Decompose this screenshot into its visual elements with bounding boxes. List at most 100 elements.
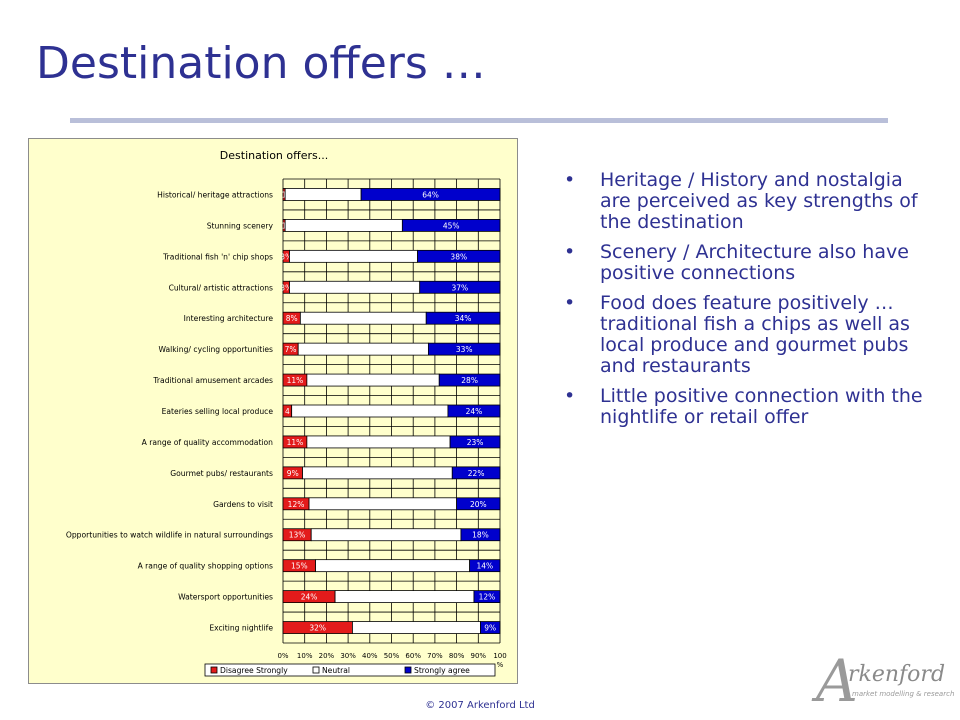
data-label: 13% (289, 531, 306, 540)
title-divider (70, 118, 888, 123)
bullet-icon: • (564, 292, 576, 314)
category-label: Gourmet pubs/ restaurants (170, 469, 273, 478)
x-tick-label: 70% (427, 652, 443, 660)
legend-box (204, 663, 496, 677)
agree-bar (473, 590, 501, 604)
neutral-bar (302, 466, 453, 480)
agree-bar (447, 404, 501, 418)
data-label: 15% (291, 562, 308, 571)
bullet-item: • Little positive connection with the nig… (562, 386, 932, 428)
neutral-bar (291, 404, 449, 418)
x-tick-label: 60% (405, 652, 421, 660)
data-label: 22% (468, 469, 485, 478)
neutral-bar (297, 342, 429, 356)
neutral-bar (284, 219, 403, 232)
logo-letter: A (816, 647, 858, 715)
arkenford-logo: A rkenford market modelling & research (812, 652, 955, 710)
data-label: 64% (422, 190, 439, 199)
stacked-bar-chart: Destination offers... Historical/ heritag… (28, 138, 518, 684)
data-label: 3% (280, 283, 292, 292)
agree-bar (460, 528, 501, 542)
category-label: Cultural/ artistic attractions (169, 283, 273, 292)
agree-bar (425, 311, 501, 325)
neutral-bar (308, 497, 458, 511)
category-label: Traditional fish 'n' chip shops (162, 252, 273, 261)
neutral-bar (289, 249, 418, 263)
x-tick-label: % (497, 661, 504, 669)
legend-label: Neutral (322, 666, 350, 675)
bullet-text: Heritage / History and nostalgia are per… (600, 169, 918, 233)
data-label: 24% (301, 593, 318, 602)
data-label: 8% (286, 314, 298, 323)
category-label: Historical/ heritage attractions (157, 190, 273, 199)
data-label: 37% (452, 283, 469, 292)
data-label: 4 (285, 407, 290, 416)
x-tick-label: 100 (493, 652, 506, 660)
agree-bar (419, 280, 501, 294)
logo-tagline: market modelling & research (852, 690, 955, 698)
agree-bar (417, 249, 501, 263)
bullet-icon: • (564, 169, 576, 191)
bullet-item: • Heritage / History and nostalgia are pe… (562, 170, 932, 233)
category-label: A range of quality accommodation (142, 438, 274, 447)
agree-bar (451, 466, 501, 480)
neutral-bar (306, 373, 440, 387)
logo-word: rkenford (848, 662, 946, 687)
neutral-bar (284, 188, 362, 201)
x-tick-label: 10% (297, 652, 313, 660)
neutral-bar (299, 311, 427, 325)
legend-label: Disagree Strongly (220, 666, 288, 675)
bullet-icon: • (564, 241, 576, 263)
data-label: 9% (484, 624, 496, 633)
data-label: 1 (282, 190, 287, 199)
data-label: 38% (450, 252, 467, 261)
data-label: 14% (476, 562, 493, 571)
neutral-bar (306, 435, 451, 449)
legend-swatch (404, 666, 412, 674)
data-label: 32% (309, 624, 326, 633)
data-label: 28% (461, 376, 478, 385)
neutral-bar (334, 590, 475, 604)
key-findings-list: • Heritage / History and nostalgia are pe… (562, 170, 932, 437)
data-label: 3% (280, 252, 292, 261)
category-label: Exciting nightlife (209, 624, 273, 633)
neutral-bar (289, 280, 421, 294)
agree-bar (401, 219, 501, 232)
category-label: Walking/ cycling opportunities (159, 345, 274, 354)
data-label: 45% (443, 221, 460, 230)
x-tick-label: 0% (277, 652, 288, 660)
bullet-item: • Scenery / Architecture also have positi… (562, 242, 932, 284)
category-label: Traditional amusement arcades (152, 376, 273, 385)
category-label: Opportunities to watch wildlife in natur… (66, 531, 273, 540)
bullet-text: Scenery / Architecture also have positiv… (600, 241, 909, 284)
x-tick-label: 30% (340, 652, 356, 660)
data-label: 12% (479, 593, 496, 602)
x-tick-label: 80% (449, 652, 465, 660)
data-label: 11% (287, 438, 304, 447)
x-tick-label: 50% (384, 652, 400, 660)
data-label: 18% (472, 531, 489, 540)
data-label: 12% (288, 500, 305, 509)
neutral-bar (315, 559, 471, 573)
legend-swatch (210, 666, 218, 674)
chart-svg: Destination offers... Historical/ heritag… (66, 149, 507, 677)
agree-bar (438, 373, 501, 387)
data-label: 33% (456, 345, 473, 354)
page-title: Destination offers … (36, 38, 486, 89)
data-label: 34% (455, 314, 472, 323)
bullet-text: Little positive connection with the nigh… (600, 385, 923, 428)
agree-bar (360, 188, 501, 201)
data-label: 23% (467, 438, 484, 447)
legend-swatch (312, 666, 320, 674)
data-label: 20% (470, 500, 487, 509)
category-label: Watersport opportunities (178, 593, 273, 602)
agree-bar (469, 559, 501, 573)
bullet-item: • Food does feature positively … traditio… (562, 293, 932, 377)
bullet-icon: • (564, 385, 576, 407)
x-tick-label: 40% (362, 652, 378, 660)
data-label: 7% (285, 345, 297, 354)
x-tick-label: 20% (319, 652, 335, 660)
data-label: 24% (466, 407, 483, 416)
agree-bar (449, 435, 501, 449)
data-label: 11% (287, 376, 304, 385)
